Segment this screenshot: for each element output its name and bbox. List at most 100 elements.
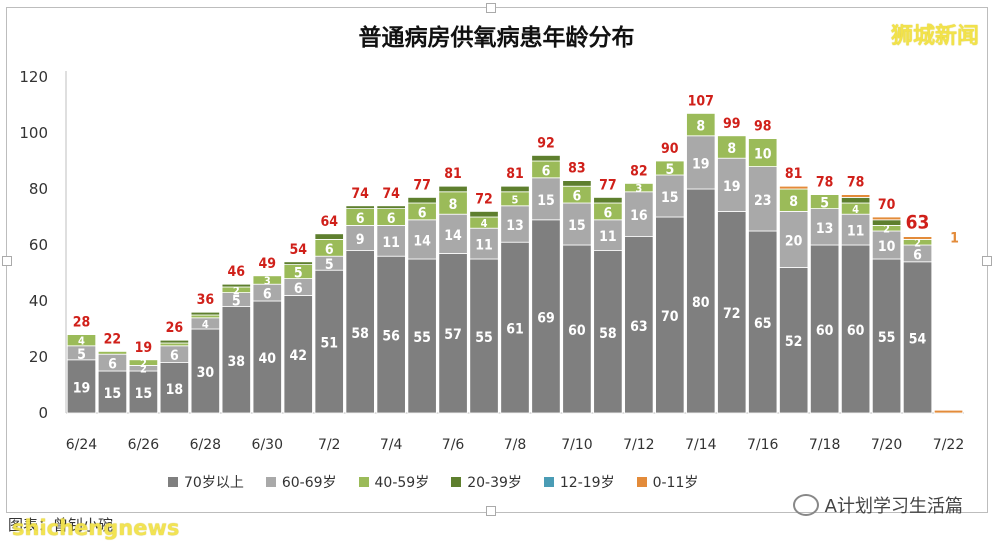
legend-item: 12-19岁: [543, 472, 615, 492]
data-label: 52: [785, 334, 803, 350]
bar-segment: [840, 213, 871, 246]
x-tick-label: 6/30: [252, 437, 283, 453]
legend-item: 70岁以上: [168, 472, 244, 492]
data-label: 6: [913, 247, 922, 263]
legend-label: 12-19岁: [559, 475, 615, 491]
resize-handle-right[interactable]: [982, 256, 992, 266]
bar-segment: [438, 213, 468, 254]
y-tick-label: 40: [29, 292, 48, 310]
data-label: 15: [135, 386, 153, 402]
data-label: 2: [914, 237, 921, 250]
bar-segment: [717, 210, 747, 414]
bar-segment: [779, 266, 809, 414]
total-label: 92: [537, 135, 555, 151]
bar-segment: [840, 194, 871, 198]
x-tick-label: 7/10: [561, 437, 592, 453]
source-caption: 图表：曾钊小碗: [8, 516, 114, 534]
data-label: 6: [108, 357, 117, 373]
total-label: 83: [568, 161, 586, 177]
bar-segment: [871, 258, 902, 414]
data-label: 2: [883, 223, 890, 236]
bar-segment: [840, 244, 871, 414]
x-tick-label: 6/26: [128, 437, 160, 453]
x-tick-label: 7/16: [747, 437, 779, 453]
legend-item: 60-69岁: [265, 472, 337, 492]
bar-segment: [407, 196, 437, 204]
data-label: 6: [263, 287, 272, 303]
data-label: 60: [816, 323, 834, 339]
data-label: 19: [692, 156, 710, 172]
bar-segment: [159, 362, 190, 414]
bar-segment: [717, 157, 747, 212]
data-label: 11: [599, 229, 617, 245]
data-label: 65: [754, 316, 772, 332]
bar-segment: [779, 210, 809, 268]
bar-segment: [531, 154, 561, 162]
bar-segment: [686, 113, 716, 137]
bar-segment: [345, 224, 375, 251]
data-label: 55: [413, 330, 431, 346]
data-label: 5: [665, 162, 674, 178]
bar-segment: [902, 236, 933, 240]
total-label: 54: [289, 242, 307, 258]
bar-segment: [407, 219, 437, 260]
bar-segment: [221, 283, 251, 288]
data-label: 19: [73, 380, 91, 396]
bar-segment: [345, 250, 375, 414]
legend-swatch: [358, 477, 369, 487]
data-label: 16: [630, 208, 648, 224]
data-label: 4: [852, 203, 859, 216]
total-label: 74: [351, 186, 369, 202]
data-label: 3: [264, 275, 271, 288]
data-label: 6: [573, 189, 582, 205]
total-label: 74: [382, 186, 400, 202]
bar-segment: [686, 188, 716, 414]
total-label: 107: [688, 93, 714, 109]
x-tick-label: 7/18: [809, 437, 840, 453]
data-label: 13: [816, 221, 834, 237]
total-label: 90: [661, 141, 679, 157]
bar-segment: [500, 241, 530, 414]
total-label: 26: [166, 320, 184, 336]
legend-item: 0-11岁: [636, 472, 698, 492]
bar-segment: [686, 135, 716, 190]
bar-segment: [283, 261, 313, 265]
bar-segment: [469, 258, 499, 414]
legend-swatch: [636, 477, 647, 487]
bar-segment: [593, 219, 623, 252]
bar-segment: [562, 180, 592, 187]
data-label: 30: [197, 365, 215, 381]
bar-segment: [438, 185, 468, 193]
bar-segment: [469, 227, 499, 260]
data-label: 6: [542, 163, 551, 179]
resize-handle-left[interactable]: [2, 256, 12, 266]
x-tick-label: 7/12: [623, 437, 654, 453]
account-name: A计划学习生活篇: [824, 496, 963, 517]
data-label: 2: [233, 284, 240, 297]
bar-segment: [655, 174, 685, 218]
y-tick-label: 20: [29, 348, 48, 366]
bar-segment: [345, 205, 375, 210]
data-label: 4: [78, 335, 85, 348]
bar-segment: [376, 224, 406, 257]
bar-segment: [221, 306, 251, 414]
bar-segment: [748, 230, 778, 414]
data-label: 15: [537, 193, 555, 209]
total-label: 99: [723, 116, 741, 132]
total-label: 81: [444, 166, 462, 182]
resize-handle-bottom[interactable]: [486, 506, 496, 516]
x-tick-label: 7/8: [504, 437, 527, 453]
data-label: 61: [506, 322, 524, 338]
data-label: 4: [481, 217, 488, 230]
data-label: 5: [512, 193, 519, 206]
bar-segment: [314, 269, 344, 414]
total-label: 77: [599, 177, 617, 193]
data-label: 13: [506, 218, 524, 234]
resize-handle-top[interactable]: [486, 3, 496, 13]
data-label: 8: [789, 194, 798, 210]
total-label: 72: [475, 191, 493, 207]
bar-segment: [933, 409, 964, 414]
total-label: 64: [320, 214, 338, 230]
bar-segment: [717, 135, 747, 159]
data-label: 6: [325, 242, 334, 258]
